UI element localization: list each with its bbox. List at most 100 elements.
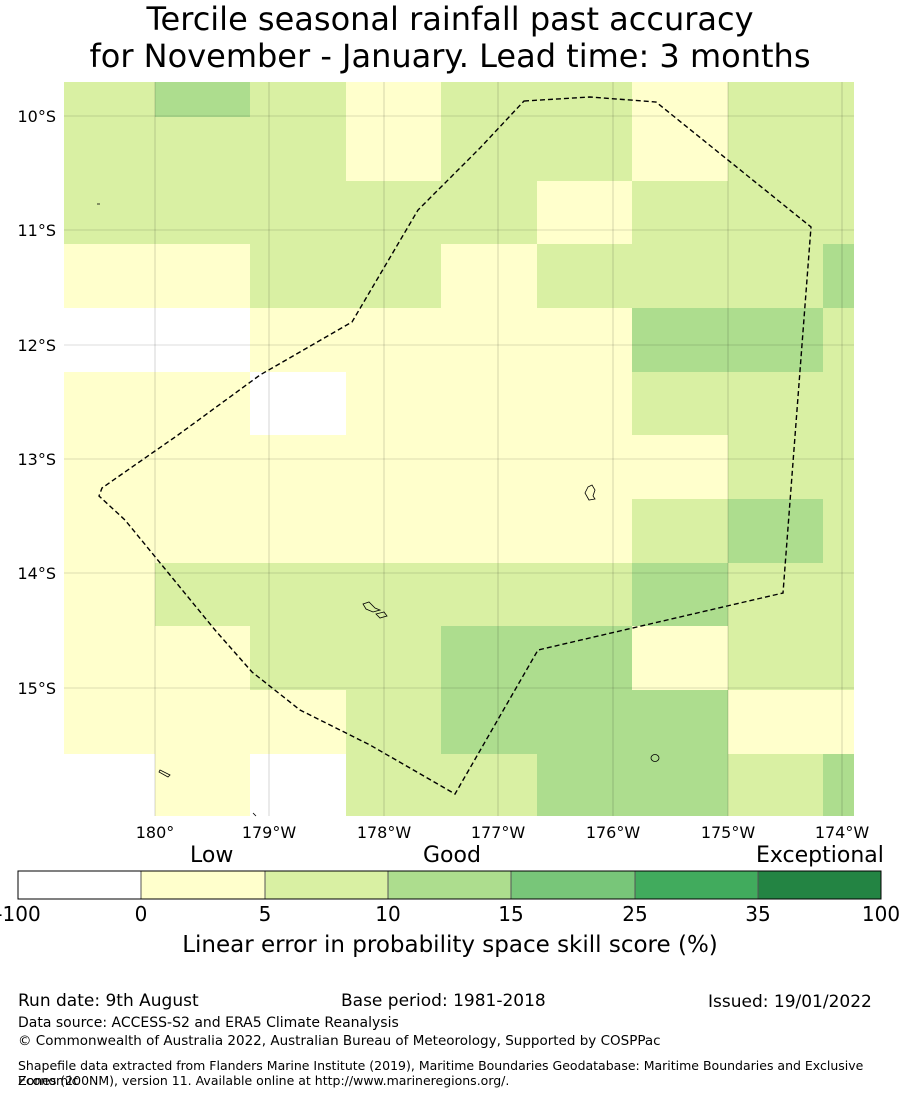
colorbar-tick: 100	[861, 902, 900, 926]
base-period: Base period: 1981-2018	[341, 991, 546, 1011]
skill-cell	[441, 754, 537, 816]
skill-cell	[250, 244, 346, 308]
skill-cell	[632, 435, 728, 499]
colorbar-tick: 5	[258, 902, 272, 926]
skill-cell	[823, 754, 854, 816]
skill-cell	[632, 563, 728, 626]
skill-cell	[823, 690, 854, 754]
colorbar-category-low: Low	[190, 843, 234, 868]
lon-label: 177°W	[471, 823, 526, 842]
skill-cell	[823, 563, 854, 626]
chart-title-line2: for November - January. Lead time: 3 mon…	[89, 37, 811, 75]
colorbar-tick: 0	[134, 902, 148, 926]
skill-cell	[823, 82, 854, 117]
data-source: Data source: ACCESS-S2 and ERA5 Climate …	[18, 1015, 399, 1031]
skill-cell	[250, 563, 346, 626]
skill-cell	[346, 181, 441, 244]
skill-cell	[155, 82, 250, 117]
shapefile-note-line1: Shapefile data extracted from Flanders M…	[18, 1058, 864, 1088]
skill-cell	[346, 117, 441, 181]
skill-cell	[346, 499, 441, 563]
skill-cell	[441, 499, 537, 563]
skill-cell	[64, 181, 155, 244]
skill-cell	[537, 181, 632, 244]
skill-cell	[250, 754, 346, 816]
skill-cell	[823, 499, 854, 563]
skill-cell	[537, 372, 632, 435]
skill-cell	[823, 626, 854, 690]
skill-cell	[64, 563, 155, 626]
skill-cell	[441, 690, 537, 754]
skill-cell	[64, 372, 155, 435]
skill-cell	[64, 690, 155, 754]
colorbar-category-good: Good	[423, 843, 481, 868]
skill-cell	[64, 626, 155, 690]
skill-cell	[728, 372, 823, 435]
skill-cell	[346, 372, 441, 435]
skill-cell	[441, 372, 537, 435]
lat-label: 15°S	[17, 679, 56, 698]
map-gridlines	[64, 82, 854, 816]
colorbar-segment	[635, 871, 758, 899]
skill-cell	[64, 117, 155, 181]
colorbar-tick: 35	[745, 902, 771, 926]
lat-label: 12°S	[17, 336, 56, 355]
skill-cell	[155, 244, 250, 308]
island-outlines	[97, 203, 660, 817]
skill-cell	[155, 626, 250, 690]
skill-cell	[537, 626, 632, 690]
lon-label: 174°W	[815, 823, 870, 842]
colorbar-segment	[388, 871, 511, 899]
skill-cell	[441, 435, 537, 499]
colorbar-category-exceptional: Exceptional	[756, 843, 884, 868]
colorbar-segment	[18, 871, 141, 899]
skill-cell	[346, 435, 441, 499]
skill-cell	[346, 308, 441, 372]
skill-cell	[346, 626, 441, 690]
skill-cell	[441, 244, 537, 308]
skill-cell	[64, 435, 155, 499]
skill-cell	[823, 435, 854, 499]
skill-cell	[632, 372, 728, 435]
colorbar-segment	[141, 871, 265, 899]
skill-cell	[632, 754, 728, 816]
skill-cell	[728, 754, 823, 816]
skill-cell	[250, 372, 346, 435]
skill-cell	[728, 499, 823, 563]
issued-date: Issued: 19/01/2022	[708, 992, 872, 1012]
skill-cell	[728, 690, 823, 754]
skill-cell	[250, 82, 346, 117]
skill-cell	[250, 626, 346, 690]
lon-label: 180°	[136, 823, 175, 842]
skill-cell	[250, 308, 346, 372]
skill-cell	[537, 690, 632, 754]
skill-cell	[155, 563, 250, 626]
skill-cell	[155, 690, 250, 754]
skill-cell	[250, 435, 346, 499]
shapefile-note-line2: Zones (200NM), version 11. Available onl…	[18, 1073, 510, 1088]
lon-label: 179°W	[242, 823, 297, 842]
skill-cell	[155, 181, 250, 244]
skill-cell	[346, 754, 441, 816]
skill-cell	[823, 117, 854, 181]
skill-cell	[632, 626, 728, 690]
skill-cell	[64, 82, 155, 117]
skill-cell	[728, 117, 823, 181]
skill-cell	[250, 499, 346, 563]
skill-cell	[537, 117, 632, 181]
skill-cell	[632, 82, 728, 117]
skill-cell	[728, 181, 823, 244]
skill-cell	[537, 244, 632, 308]
skill-cell	[632, 117, 728, 181]
skill-cell	[823, 244, 854, 308]
skill-cell	[537, 499, 632, 563]
skill-cell	[346, 690, 441, 754]
skill-cell	[155, 117, 250, 181]
skill-cell	[632, 181, 728, 244]
skill-cell	[64, 244, 155, 308]
colorbar-tick: -100	[0, 902, 41, 926]
skill-cell	[64, 499, 155, 563]
lon-label: 176°W	[586, 823, 641, 842]
skill-cell	[441, 308, 537, 372]
skill-cell	[632, 244, 728, 308]
